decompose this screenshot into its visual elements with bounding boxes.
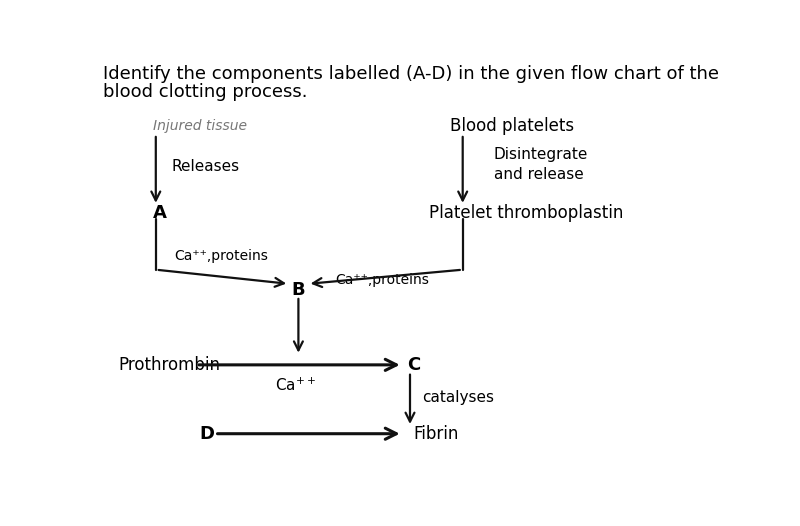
Text: catalyses: catalyses bbox=[422, 390, 494, 405]
Text: C: C bbox=[407, 356, 420, 374]
Text: Blood platelets: Blood platelets bbox=[450, 117, 574, 135]
Text: Identify the components labelled (A-D) in the given flow chart of the: Identify the components labelled (A-D) i… bbox=[103, 65, 719, 83]
Text: $\mathregular{Ca}^{++}$: $\mathregular{Ca}^{++}$ bbox=[275, 377, 316, 394]
Text: Ca⁺⁺,proteins: Ca⁺⁺,proteins bbox=[174, 248, 268, 262]
Text: Releases: Releases bbox=[171, 159, 239, 174]
Text: D: D bbox=[199, 424, 214, 443]
Text: Ca⁺⁺,proteins: Ca⁺⁺,proteins bbox=[336, 273, 430, 287]
Text: Prothrombin: Prothrombin bbox=[118, 356, 221, 374]
Text: blood clotting process.: blood clotting process. bbox=[103, 84, 308, 102]
Text: A: A bbox=[153, 204, 166, 222]
Text: Platelet thromboplastin: Platelet thromboplastin bbox=[429, 204, 623, 222]
Text: Fibrin: Fibrin bbox=[413, 424, 458, 443]
Text: B: B bbox=[291, 281, 306, 299]
Text: Disintegrate
and release: Disintegrate and release bbox=[494, 147, 588, 182]
Text: Injured tissue: Injured tissue bbox=[153, 119, 246, 133]
